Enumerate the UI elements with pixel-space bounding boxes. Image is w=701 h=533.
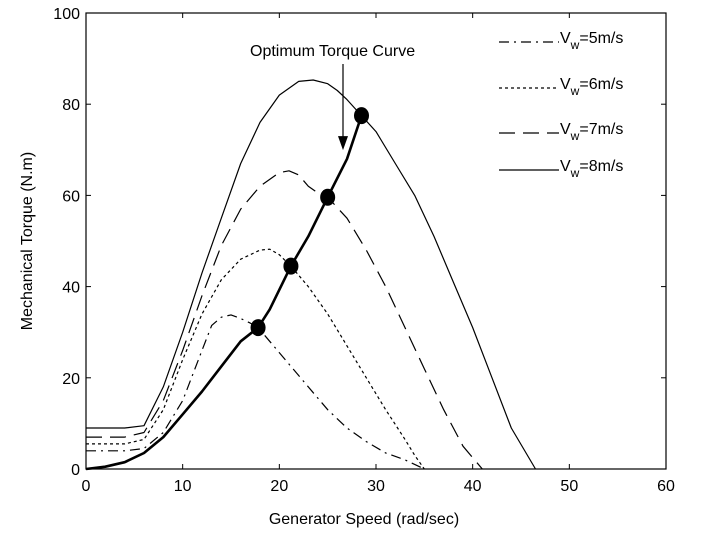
operating-point-marker <box>250 319 266 337</box>
y-tick-label: 0 <box>71 462 80 479</box>
series-line-3 <box>86 170 483 470</box>
x-tick-label: 20 <box>270 478 288 495</box>
series-line-2 <box>86 248 425 470</box>
x-tick-label: 10 <box>174 478 192 495</box>
legend-label-3: Vw=7m/s <box>560 121 623 143</box>
x-tick-label: 60 <box>657 478 675 495</box>
series-line-5 <box>85 115 363 471</box>
series-line-4 <box>86 79 537 470</box>
legend-label-1: Vw=5m/s <box>560 30 623 52</box>
y-tick-label: 100 <box>53 6 80 23</box>
x-tick-label: 0 <box>82 478 91 495</box>
legend-label-2: Vw=6m/s <box>560 76 623 98</box>
x-axis-title: Generator Speed (rad/sec) <box>269 511 459 528</box>
operating-point-marker <box>320 188 336 206</box>
annotation-arrow-head <box>338 136 348 151</box>
y-tick-label: 80 <box>62 97 80 114</box>
optimum-curve-annotation: Optimum Torque Curve <box>250 43 415 60</box>
y-tick-label: 60 <box>62 188 80 205</box>
legend-label-4: Vw=8m/s <box>560 158 623 180</box>
series-line-1 <box>86 314 425 470</box>
y-axis-title: Mechanical Torque (N.m) <box>19 152 36 330</box>
operating-point-marker <box>283 257 299 275</box>
y-tick-label: 40 <box>62 280 80 297</box>
y-tick-label: 20 <box>62 371 80 388</box>
operating-point-marker <box>354 107 369 125</box>
x-tick-label: 30 <box>367 478 385 495</box>
x-tick-label: 40 <box>464 478 482 495</box>
x-tick-label: 50 <box>560 478 578 495</box>
